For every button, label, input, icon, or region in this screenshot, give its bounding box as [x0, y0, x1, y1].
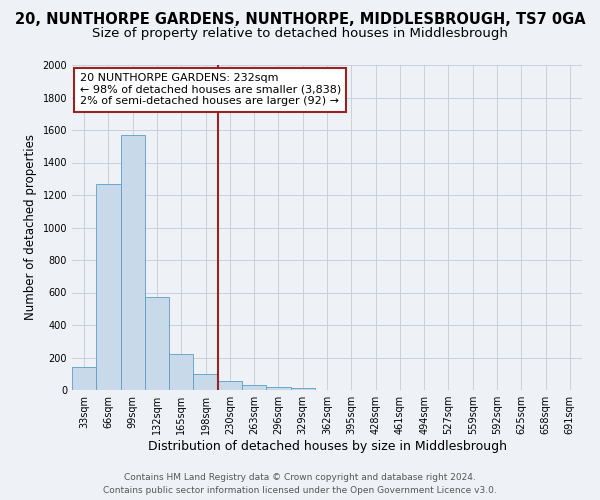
Bar	[121, 135, 145, 390]
Bar	[193, 374, 218, 390]
Bar	[169, 354, 193, 390]
Bar	[218, 381, 242, 390]
Bar	[96, 184, 121, 390]
Bar	[72, 367, 96, 390]
Text: Contains HM Land Registry data © Crown copyright and database right 2024.
Contai: Contains HM Land Registry data © Crown c…	[103, 474, 497, 495]
Bar	[145, 298, 169, 390]
Y-axis label: Number of detached properties: Number of detached properties	[24, 134, 37, 320]
Bar	[266, 387, 290, 390]
Bar	[242, 385, 266, 390]
Bar	[290, 388, 315, 390]
Text: Size of property relative to detached houses in Middlesbrough: Size of property relative to detached ho…	[92, 28, 508, 40]
Text: 20 NUNTHORPE GARDENS: 232sqm
← 98% of detached houses are smaller (3,838)
2% of : 20 NUNTHORPE GARDENS: 232sqm ← 98% of de…	[80, 73, 341, 106]
Text: 20, NUNTHORPE GARDENS, NUNTHORPE, MIDDLESBROUGH, TS7 0GA: 20, NUNTHORPE GARDENS, NUNTHORPE, MIDDLE…	[14, 12, 586, 28]
X-axis label: Distribution of detached houses by size in Middlesbrough: Distribution of detached houses by size …	[148, 440, 506, 453]
